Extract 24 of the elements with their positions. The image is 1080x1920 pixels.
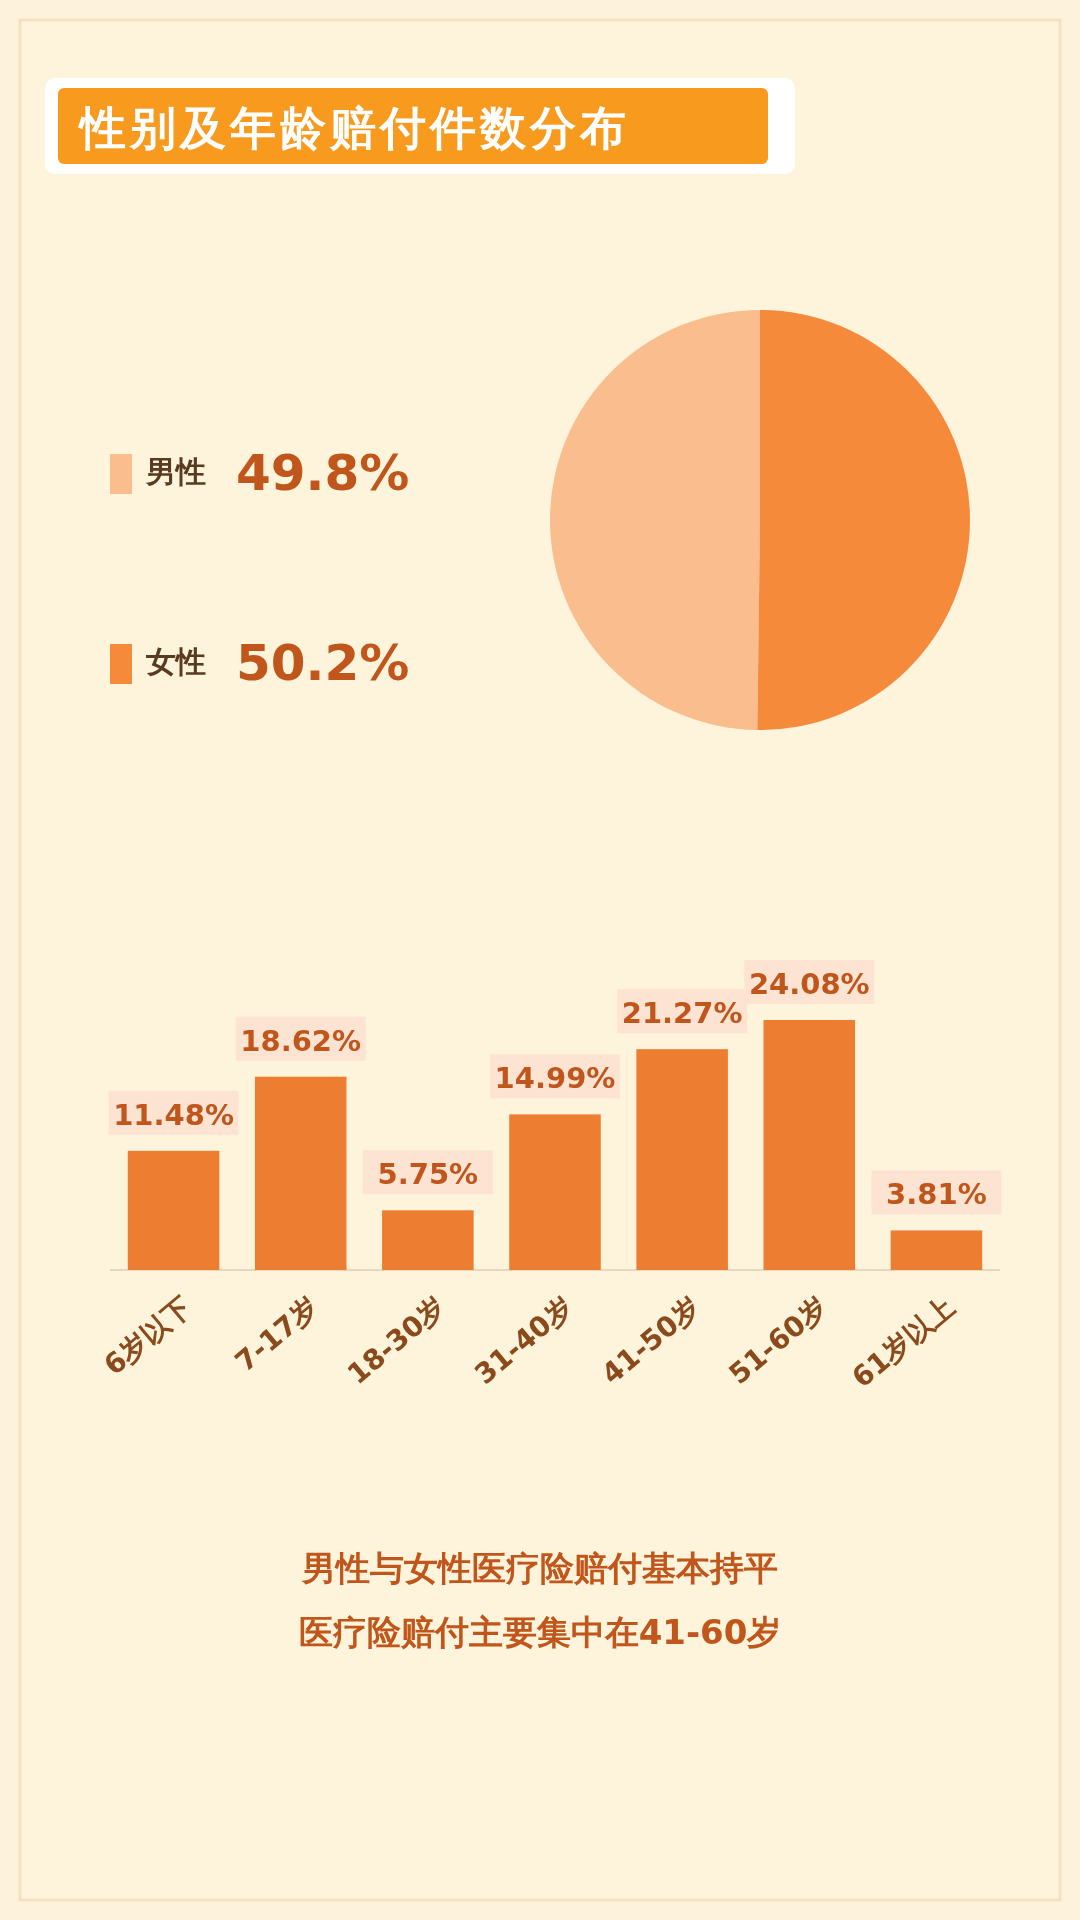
data-label: 11.48% [113,1097,234,1132]
data-label: 18.62% [240,1023,362,1058]
data-label: 50.2% [236,634,410,692]
chart-title: 性别及年龄赔付件数分布 [77,101,630,155]
data-label: 21.27% [621,996,743,1031]
legend-label: 男性 [145,454,206,489]
text: 医疗险赔付主要集中在41-60岁 [298,1612,782,1652]
bar [127,1150,220,1270]
data-label: 3.81% [886,1177,987,1212]
data-label: 5.75% [377,1157,479,1192]
x-tick-label: 6岁以下 [97,1290,199,1382]
bar [636,1049,728,1270]
text: 男性与女性医疗险赔付基本持平 [301,1548,778,1588]
legend-label: 女性 [145,644,206,679]
bar [509,1114,601,1270]
data-label: 14.99% [494,1061,616,1096]
legend: 男性 女性 [110,454,206,684]
data-label: 49.8% [236,444,410,502]
data-label: 24.08% [748,967,870,1001]
bar [890,1230,983,1270]
bar [763,1020,856,1270]
x-tick-label: 61岁以上 [845,1290,961,1395]
bar [254,1076,347,1270]
bar [382,1210,474,1270]
